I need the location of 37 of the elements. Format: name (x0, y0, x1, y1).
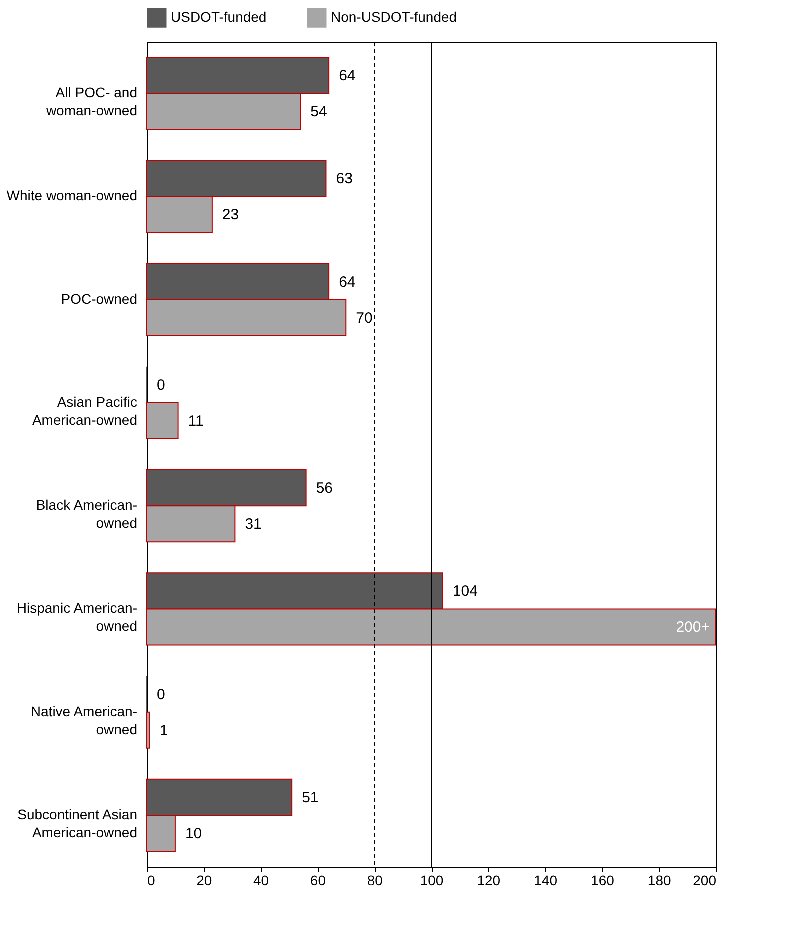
x-tick-label: 120 (477, 872, 501, 888)
y-tick-label: Subcontinent Asian American-owned (18, 806, 138, 840)
y-tick-label: Native American-owned (30, 703, 138, 738)
x-tick-label: 40 (254, 872, 270, 888)
y-tick-label: Black American-owned (36, 497, 138, 532)
data-label: 63 (336, 170, 353, 188)
x-tick-label: 200 (693, 872, 717, 888)
data-label: 64 (339, 274, 356, 291)
y-tick-label: Asian Pacific American-owned (32, 394, 138, 428)
y-tick-label: All POC- and woman-owned (45, 84, 138, 119)
legend-label: Non-USDOT-funded (331, 9, 458, 26)
x-tick-label: 60 (310, 872, 326, 888)
x-tick-label: 0 (148, 872, 156, 888)
data-label: 104 (452, 583, 478, 600)
data-label: 11 (188, 412, 204, 430)
y-tick-label: Hispanic American-owned (16, 600, 138, 634)
x-tick-label: 140 (534, 872, 558, 888)
x-tick-label: 160 (591, 872, 615, 888)
data-label: 54 (310, 104, 328, 121)
y-tick-label: White woman-owned (6, 188, 138, 204)
data-label: 51 (302, 789, 319, 806)
data-label: 200+ (676, 619, 710, 636)
x-tick-label: 100 (420, 872, 444, 888)
data-label: 0 (157, 686, 166, 704)
y-tick-label: POC-owned (61, 290, 138, 307)
data-label: 64 (339, 68, 356, 85)
data-label: 31 (245, 516, 262, 534)
x-tick-label: 80 (367, 872, 384, 888)
data-label: 23 (222, 206, 240, 224)
data-label: 70 (356, 310, 373, 327)
data-label: 56 (316, 480, 334, 498)
x-tick-label: 20 (196, 872, 212, 888)
data-label: 10 (185, 825, 202, 842)
data-label: 0 (157, 376, 166, 394)
x-tick-label: 180 (648, 872, 672, 888)
legend-label: USDOT-funded (171, 9, 267, 26)
data-label: 1 (160, 722, 168, 740)
